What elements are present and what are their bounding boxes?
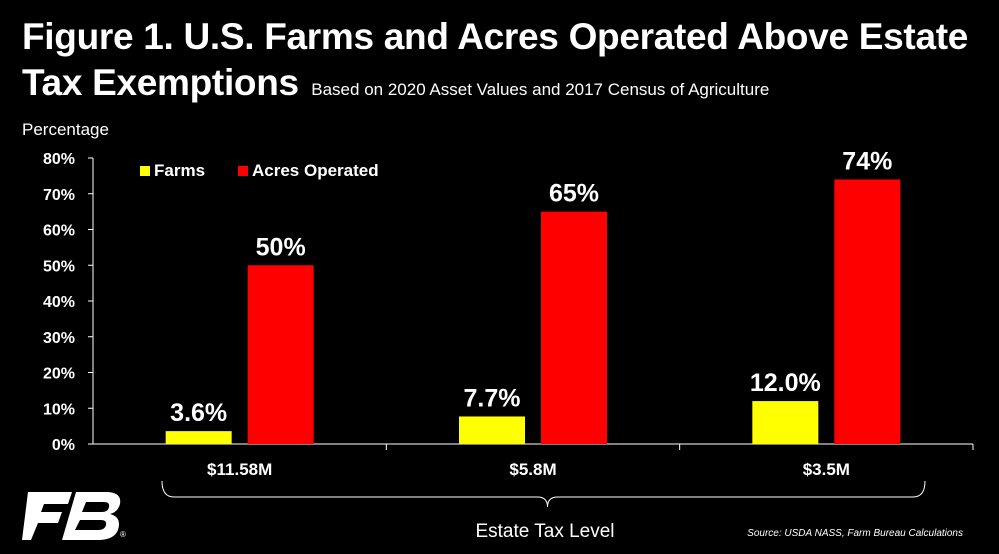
- chart-subtitle: Based on 2020 Asset Values and 2017 Cens…: [311, 80, 770, 99]
- bar-acres-operated: [834, 179, 901, 444]
- x-axis-label: Estate Tax Level: [475, 521, 615, 542]
- legend-label-farms: Farms: [154, 161, 205, 180]
- chart-title-line1: Figure 1. U.S. Farms and Acres Operated …: [22, 16, 969, 57]
- bar-farms: [165, 431, 232, 444]
- bar-farms: [752, 401, 819, 444]
- y-tick-label: 60%: [43, 223, 75, 240]
- bar-data-label: 12.0%: [750, 369, 821, 397]
- y-tick-label: 0%: [52, 437, 75, 454]
- y-tick-label: 30%: [43, 330, 75, 347]
- y-tick-label: 50%: [43, 258, 75, 275]
- category-bracket: [161, 480, 926, 508]
- x-tick-label: $11.58M: [207, 460, 272, 479]
- source-note: Source: USDA NASS, Farm Bureau Calculati…: [747, 528, 963, 539]
- bar-data-label: 7.7%: [464, 384, 521, 412]
- chart-title-line2: Tax Exemptions Based on 2020 Asset Value…: [22, 62, 769, 104]
- legend-swatch-farms: [140, 166, 150, 176]
- bar-farms: [459, 416, 525, 444]
- y-tick-label: 40%: [43, 294, 75, 311]
- bar-data-label: 65%: [549, 180, 599, 208]
- chart-title-line2-main: Tax Exemptions: [22, 62, 299, 103]
- y-tick-label: 80%: [43, 151, 75, 168]
- x-tick-label: $5.8M: [509, 460, 556, 479]
- y-axis-label: Percentage: [22, 120, 109, 139]
- legend-label-acres-operated: Acres Operated: [252, 161, 379, 180]
- legend-swatch-acres-operated: [238, 166, 248, 176]
- bar-acres-operated: [247, 265, 314, 444]
- y-tick-label: 20%: [43, 366, 75, 383]
- x-tick-label: $3.5M: [803, 460, 850, 479]
- bar-acres-operated: [541, 211, 607, 444]
- bar-data-label: 3.6%: [170, 399, 227, 427]
- y-tick-label: 10%: [43, 401, 75, 418]
- registered-mark: ®: [120, 530, 126, 539]
- bar-data-label: 74%: [842, 147, 892, 175]
- farm-bureau-logo: ®: [22, 490, 132, 549]
- y-tick-label: 70%: [43, 187, 75, 204]
- bar-data-label: 50%: [256, 233, 306, 261]
- farm-bureau-logo-icon: [22, 492, 121, 540]
